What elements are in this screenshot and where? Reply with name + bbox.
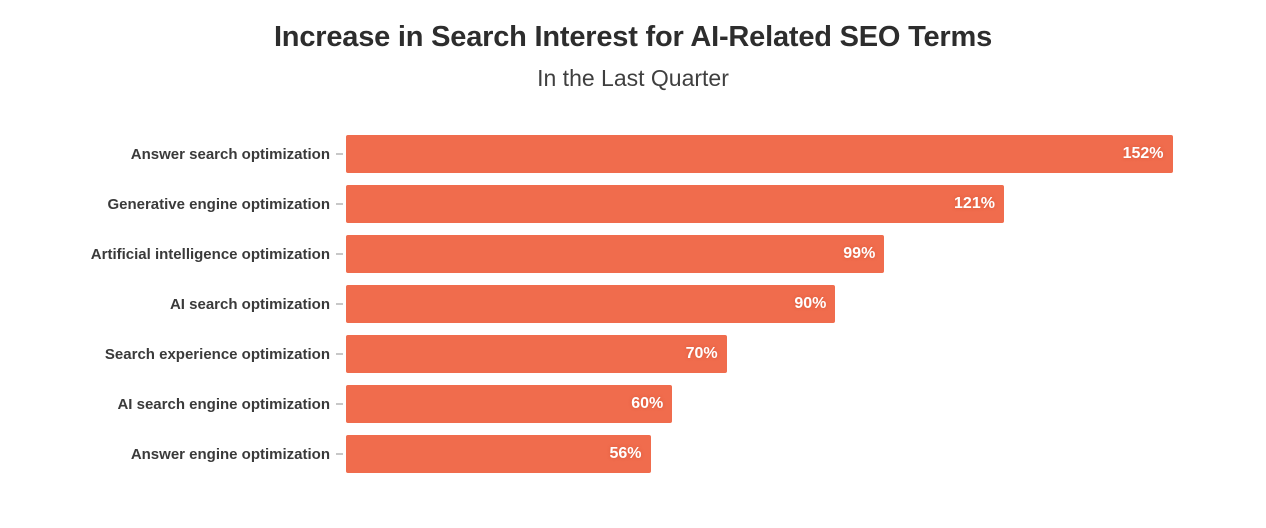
bar-row: Answer search optimization 152% — [0, 135, 1266, 173]
bar-row: Generative engine optimization 121% — [0, 185, 1266, 223]
chart-title: Increase in Search Interest for AI-Relat… — [273, 21, 993, 53]
chart-header: Increase in Search Interest for AI-Relat… — [0, 0, 1266, 92]
bar-row: Search experience optimization 70% — [0, 335, 1266, 373]
bar-track: 70% — [346, 335, 1216, 373]
bar-track: 90% — [346, 285, 1216, 323]
axis-tick — [336, 203, 343, 205]
category-label: AI search optimization — [169, 295, 330, 313]
bar-row: AI search engine optimization 60% — [0, 385, 1266, 423]
axis-tick — [336, 403, 343, 405]
bar-chart: Answer search optimization 152% Generative… — [0, 135, 1266, 473]
bar-row: Artificial intelligence optimization 99% — [0, 235, 1266, 273]
category-label: Artificial intelligence optimization — [90, 245, 330, 263]
category-label: AI search engine optimization — [117, 395, 330, 413]
bar-track: 56% — [346, 435, 1216, 473]
bar-track: 121% — [346, 185, 1216, 223]
bar: 90% — [346, 285, 836, 323]
axis-tick — [336, 153, 343, 155]
value-label: 152% — [1122, 145, 1164, 162]
category-label: Generative engine optimization — [107, 195, 330, 213]
category-label: Answer engine optimization — [130, 445, 330, 463]
value-label: 70% — [685, 345, 718, 362]
value-label: 56% — [609, 445, 642, 462]
bar: 121% — [346, 185, 1004, 223]
value-label: 121% — [954, 195, 995, 212]
value-label: 60% — [631, 395, 664, 412]
axis-tick — [336, 253, 343, 255]
value-label: 99% — [843, 245, 876, 262]
category-label: Search experience optimization — [104, 345, 330, 363]
bar-track: 99% — [346, 235, 1216, 273]
axis-tick — [336, 453, 343, 455]
chart-subtitle: In the Last Quarter — [537, 65, 729, 91]
bar: 70% — [346, 335, 727, 373]
bar-track: 60% — [346, 385, 1216, 423]
bar-row: Answer engine optimization 56% — [0, 435, 1266, 473]
bar: 99% — [346, 235, 885, 273]
bar: 56% — [346, 435, 651, 473]
axis-tick — [336, 303, 343, 305]
bar: 152% — [346, 135, 1173, 173]
bar-track: 152% — [346, 135, 1216, 173]
bar: 60% — [346, 385, 673, 423]
axis-tick — [336, 353, 343, 355]
bar-row: AI search optimization 90% — [0, 285, 1266, 323]
category-label: Answer search optimization — [130, 145, 330, 163]
value-label: 90% — [794, 295, 827, 312]
